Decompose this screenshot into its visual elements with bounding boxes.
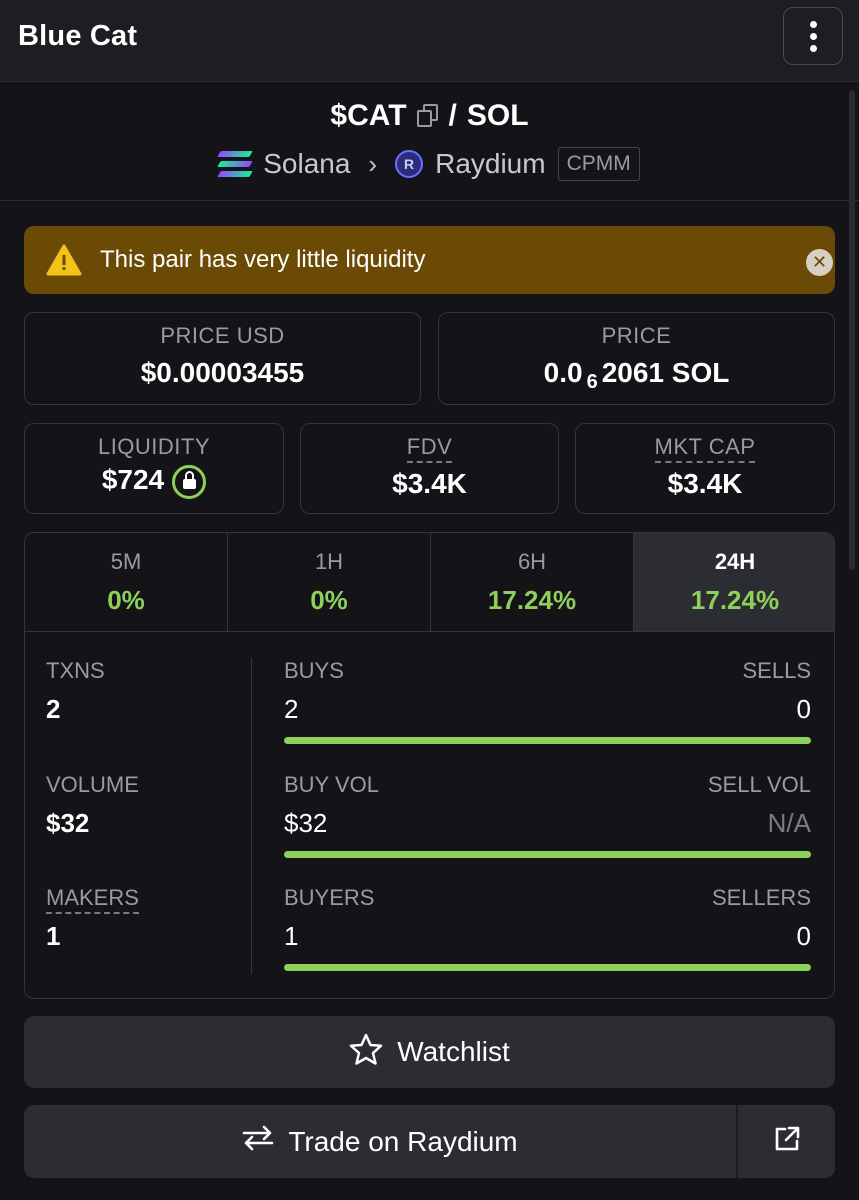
lock-icon[interactable] — [172, 464, 207, 499]
tab-label: 24H — [714, 549, 756, 574]
stats-divider — [251, 658, 252, 974]
buy-vol-value: $32 — [284, 808, 328, 838]
sell-vol-label: SELL VOL — [707, 772, 811, 797]
price-usd-card: PRICE USD $0.00003455 — [24, 312, 421, 405]
tab-change-value: 0% — [310, 585, 348, 615]
timeframe-tabs: 5M 0% 1H 0% 6H 17.24% 24H 17.24% — [25, 533, 834, 632]
base-symbol: $CAT — [330, 99, 407, 132]
low-liquidity-alert: This pair has very little liquidity ✕ — [24, 226, 835, 294]
sells-label: SELLS — [742, 658, 812, 683]
dex-link[interactable]: Raydium — [435, 148, 546, 179]
pair-separator: / — [448, 99, 457, 132]
txns-value: 2 — [46, 694, 61, 724]
liquidity-label: LIQUIDITY — [97, 434, 211, 459]
buys-sells-row: BUYS SELLS 2 0 — [284, 658, 811, 744]
price-native-card: PRICE 0.0 6 2061 SOL — [438, 312, 835, 405]
more-menu-button[interactable] — [783, 7, 843, 65]
buyers-sellers-row: BUYERS SELLERS 1 0 — [284, 885, 811, 971]
alert-text: This pair has very little liquidity — [100, 246, 426, 273]
tab-label: 5M — [110, 549, 142, 574]
txns-stat: TXNS 2 — [46, 658, 105, 725]
tab-label: 6H — [517, 549, 547, 574]
mkt-cap-value: $3.4K — [667, 468, 743, 499]
solana-icon — [217, 151, 253, 177]
close-icon[interactable]: ✕ — [806, 249, 833, 276]
txns-label: TXNS — [46, 658, 105, 683]
kebab-dot — [809, 32, 817, 40]
scrollbar[interactable] — [849, 90, 855, 570]
mkt-cap-label[interactable]: MKT CAP — [654, 434, 756, 463]
chevron-right-icon: › — [368, 148, 378, 179]
tab-5m[interactable]: 5M 0% — [25, 533, 228, 631]
star-icon — [349, 1033, 383, 1072]
warning-icon — [46, 244, 82, 276]
makers-value: 1 — [46, 921, 61, 951]
kebab-menu-icon — [809, 20, 817, 28]
fdv-card: FDV $3.4K — [300, 423, 559, 514]
buyers-sellers-bar — [284, 964, 811, 971]
makers-stat: MAKERS 1 — [46, 885, 139, 952]
tab-change-value: 17.24% — [487, 585, 577, 615]
liquidity-card: LIQUIDITY $724 — [24, 423, 284, 514]
volume-value: $32 — [46, 808, 90, 838]
tab-label: 1H — [314, 549, 344, 574]
sell-vol-value: N/A — [767, 808, 811, 838]
volume-stat: VOLUME $32 — [46, 772, 139, 839]
top-bar: Blue Cat — [0, 0, 859, 82]
external-link-button[interactable] — [736, 1105, 835, 1178]
swap-arrows-icon — [242, 1125, 274, 1158]
pair-title: $CAT / SOL — [0, 99, 859, 133]
price-suffix: 2061 SOL — [601, 357, 730, 388]
volume-label: VOLUME — [46, 772, 139, 797]
fdv-value: $3.4K — [392, 468, 467, 499]
price-native-value: 0.0 6 2061 SOL — [439, 357, 834, 394]
stats-panel: 5M 0% 1H 0% 6H 17.24% 24H 17.24% TXNS 2 … — [24, 532, 835, 999]
buys-label: BUYS — [284, 658, 344, 683]
tab-change-value: 17.24% — [690, 585, 780, 615]
price-usd-label: PRICE USD — [160, 323, 285, 348]
mkt-cap-card: MKT CAP $3.4K — [575, 423, 835, 514]
trade-button[interactable]: Trade on Raydium — [24, 1105, 736, 1178]
buys-sells-bar — [284, 737, 811, 744]
quote-symbol: SOL — [466, 99, 529, 132]
buys-value: 2 — [284, 694, 299, 724]
app-title: Blue Cat — [18, 20, 138, 52]
price-subscript: 6 — [586, 371, 598, 393]
kebab-dot — [809, 44, 817, 52]
liquidity-value-row: $724 — [25, 464, 283, 499]
external-link-icon — [773, 1125, 801, 1158]
tab-24h[interactable]: 24H 17.24% — [634, 533, 834, 631]
sellers-value: 0 — [796, 921, 811, 951]
watchlist-label: Watchlist — [397, 1036, 510, 1067]
buyers-value: 1 — [284, 921, 299, 951]
trade-label: Trade on Raydium — [288, 1125, 518, 1157]
tab-change-value: 0% — [107, 585, 145, 615]
price-usd-value: $0.00003455 — [140, 357, 305, 388]
liquidity-value: $724 — [101, 464, 165, 495]
buyers-label: BUYERS — [284, 885, 375, 910]
fdv-label[interactable]: FDV — [406, 434, 453, 463]
buy-sell-vol-row: BUY VOL SELL VOL $32 N/A — [284, 772, 811, 858]
chain-breadcrumb: Solana › R Raydium CPMM — [0, 147, 859, 181]
chain-link[interactable]: Solana — [263, 148, 351, 179]
tab-6h[interactable]: 6H 17.24% — [431, 533, 634, 631]
price-prefix: 0.0 — [543, 357, 583, 388]
buy-vol-label: BUY VOL — [284, 772, 379, 797]
tab-1h[interactable]: 1H 0% — [228, 533, 431, 631]
pair-header: $CAT / SOL Solana › R Raydium CPMM — [0, 83, 859, 201]
copy-icon[interactable] — [416, 104, 439, 128]
pool-type-badge: CPMM — [557, 147, 640, 181]
price-native-label: PRICE — [601, 323, 672, 348]
buy-sell-vol-bar — [284, 851, 811, 858]
watchlist-button[interactable]: Watchlist — [24, 1016, 835, 1088]
sellers-label: SELLERS — [711, 885, 811, 910]
makers-label[interactable]: MAKERS — [46, 885, 139, 914]
raydium-icon: R — [395, 150, 424, 178]
sells-value: 0 — [796, 694, 811, 724]
